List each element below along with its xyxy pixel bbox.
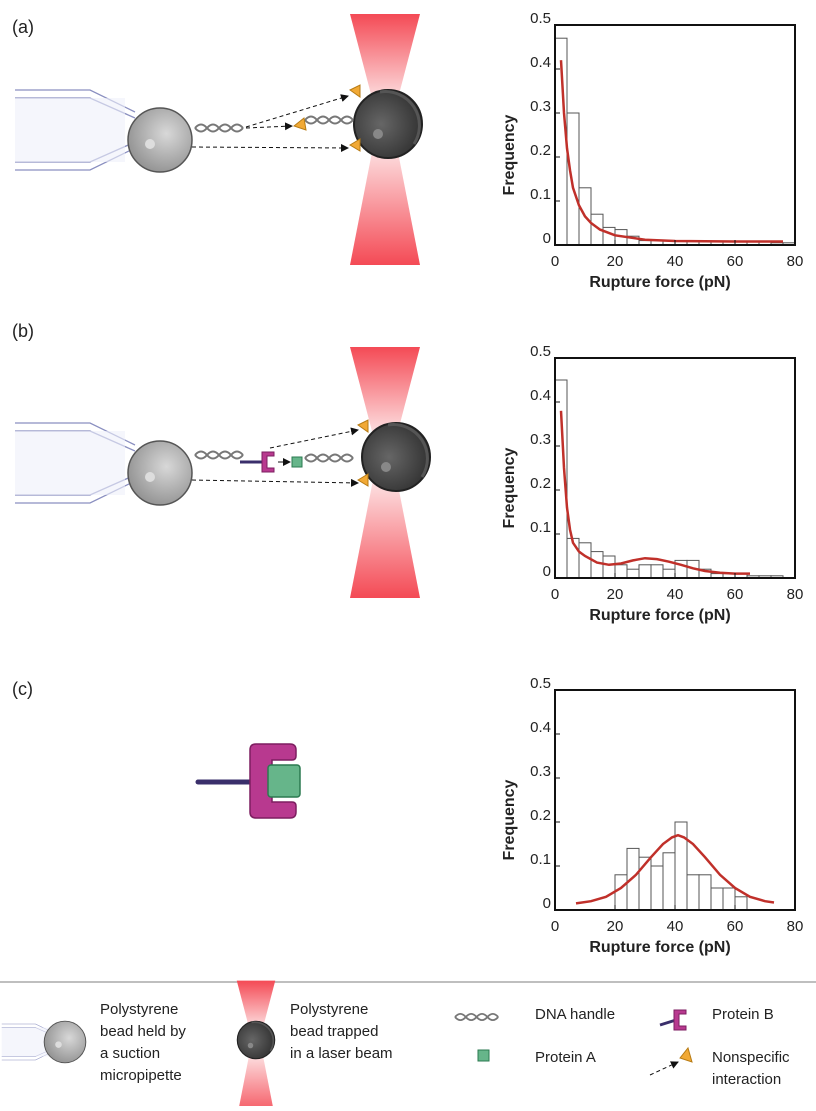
panel-label: (a) — [12, 17, 34, 37]
bar — [602, 226, 616, 246]
legend-icons — [1, 980, 693, 1111]
y-tick-label: 0.2 — [530, 807, 551, 824]
x-axis-label: Rupture force (pN) — [589, 274, 730, 291]
y-tick-label: 0.1 — [530, 851, 551, 868]
x-tick-label: 80 — [787, 586, 804, 603]
fit-curve — [559, 410, 750, 575]
bar — [614, 564, 628, 579]
y-tick-label: 0.5 — [530, 10, 551, 27]
y-tick-label: 0 — [543, 230, 551, 247]
y-tick-label: 0.4 — [530, 387, 551, 404]
bar — [650, 865, 664, 911]
bar — [722, 887, 736, 911]
x-tick-label: 20 — [607, 918, 624, 935]
legend-text: micropipette — [100, 1067, 182, 1084]
y-tick-label: 0.4 — [530, 54, 551, 71]
x-tick-label: 40 — [667, 918, 684, 935]
legend-text: Nonspecific — [712, 1049, 790, 1066]
x-tick-label: 0 — [551, 253, 559, 270]
bar — [734, 896, 748, 911]
x-tick-label: 0 — [551, 918, 559, 935]
bar — [650, 564, 664, 579]
bar — [566, 112, 580, 246]
bar — [578, 542, 592, 579]
legend-text: Polystyrene — [290, 1001, 368, 1018]
bar — [614, 874, 628, 911]
y-tick-label: 0.2 — [530, 475, 551, 492]
x-tick-label: 40 — [667, 253, 684, 270]
y-tick-label: 0.5 — [530, 343, 551, 360]
bar — [710, 887, 724, 911]
bar — [602, 555, 616, 579]
y-axis-label: Frequency — [501, 447, 518, 528]
legend-text: bead trapped — [290, 1023, 378, 1040]
bar — [686, 874, 700, 911]
y-tick-label: 0.1 — [530, 186, 551, 203]
legend-text: DNA handle — [535, 1006, 615, 1023]
panel-label: (c) — [12, 679, 33, 699]
x-tick-label: 40 — [667, 586, 684, 603]
bar — [590, 551, 604, 579]
x-tick-label: 60 — [727, 586, 744, 603]
x-tick-label: 0 — [551, 586, 559, 603]
y-tick-label: 0.3 — [530, 763, 551, 780]
legend-text: Protein A — [535, 1049, 596, 1066]
y-tick-label: 0.5 — [530, 675, 551, 692]
x-tick-label: 80 — [787, 253, 804, 270]
legend-text: Polystyrene — [100, 1001, 178, 1018]
bar — [662, 568, 676, 579]
bar — [626, 568, 640, 579]
legend-text: bead held by — [100, 1023, 186, 1040]
y-tick-label: 0.4 — [530, 719, 551, 736]
diagram-a — [14, 14, 424, 265]
bar — [638, 564, 652, 579]
legend-text: in a laser beam — [290, 1045, 393, 1062]
bar — [662, 852, 676, 911]
x-tick-label: 60 — [727, 918, 744, 935]
x-axis-label: Rupture force (pN) — [589, 939, 730, 956]
y-tick-label: 0.1 — [530, 519, 551, 536]
x-tick-label: 80 — [787, 918, 804, 935]
y-axis-label: Frequency — [501, 779, 518, 860]
legend-text: a suction — [100, 1045, 160, 1062]
x-tick-label: 60 — [727, 253, 744, 270]
x-tick-label: 20 — [607, 586, 624, 603]
y-tick-label: 0 — [543, 563, 551, 580]
legend-text: Protein B — [712, 1006, 774, 1023]
x-axis-label: Rupture force (pN) — [589, 607, 730, 624]
x-tick-label: 20 — [607, 253, 624, 270]
y-tick-label: 0 — [543, 895, 551, 912]
fit-curve — [559, 60, 783, 243]
bar — [698, 874, 712, 911]
y-axis-label: Frequency — [501, 114, 518, 195]
bar — [626, 847, 640, 911]
legend-text: interaction — [712, 1071, 781, 1088]
y-tick-label: 0.3 — [530, 98, 551, 115]
fit-curve — [575, 833, 775, 905]
diagram-c — [195, 743, 301, 819]
y-tick-label: 0.2 — [530, 142, 551, 159]
panel-label: (b) — [12, 321, 34, 341]
diagram-b — [14, 347, 432, 598]
y-tick-label: 0.3 — [530, 431, 551, 448]
